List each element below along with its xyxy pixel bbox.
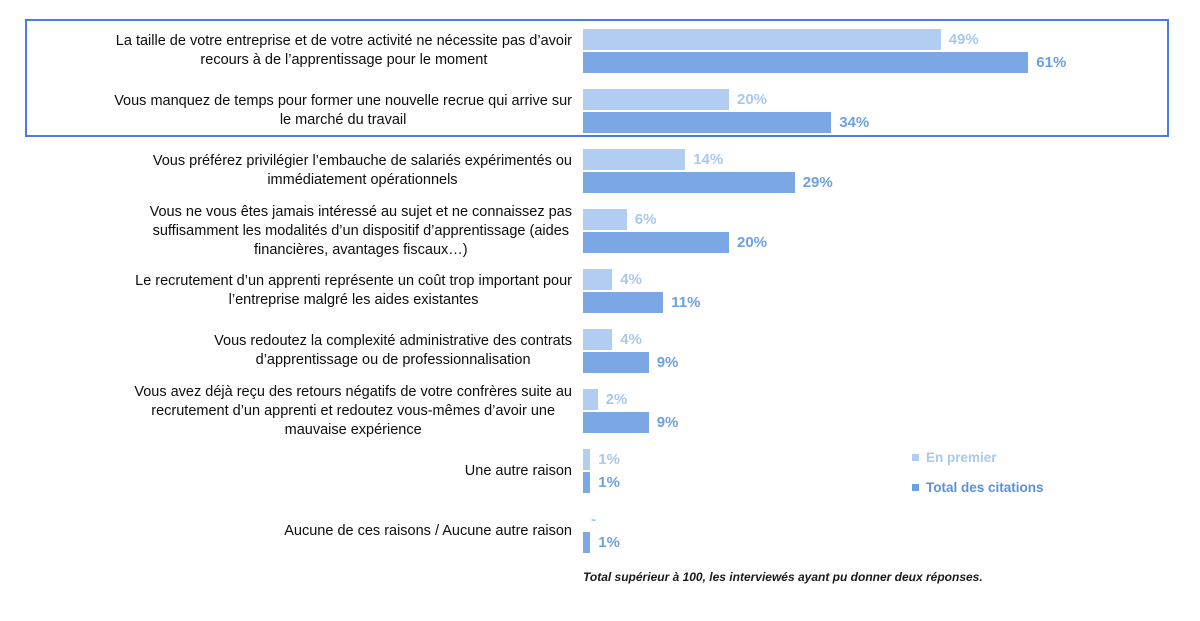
value-label-en-premier: - [591, 511, 596, 528]
chart-row: Aucune de ces raisons / Aucune autre rai… [0, 501, 1200, 561]
value-label-total: 34% [839, 114, 870, 131]
bar-total-citations [583, 472, 591, 493]
value-label-total: 9% [656, 414, 679, 431]
category-label: Vous avez déjà reçu des retours négatifs… [134, 383, 572, 438]
value-label-en-premier: 6% [634, 211, 657, 228]
bar-total-citations [583, 352, 649, 373]
bar-en-premier [583, 89, 729, 110]
chart-row: Le recrutement d’un apprenti représente … [0, 261, 1200, 321]
legend-item-total-citations: Total des citations [912, 476, 1044, 498]
chart-row: Vous préférez privilégier l’embauche de … [0, 141, 1200, 201]
category-label: Le recrutement d’un apprenti représente … [135, 273, 572, 308]
value-label-total: 1% [598, 534, 620, 551]
bar-en-premier [583, 29, 941, 50]
footnote: Total supérieur à 100, les interviewés a… [583, 570, 983, 584]
bar-en-premier [583, 269, 613, 290]
category-label: Vous manquez de temps pour former une no… [114, 93, 572, 128]
legend-swatch-icon [912, 483, 919, 491]
bar-total-citations [583, 52, 1029, 73]
bar-total-citations [583, 292, 664, 313]
value-label-en-premier: 1% [598, 451, 620, 468]
legend-swatch-icon [912, 453, 919, 461]
bar-total-citations [583, 112, 832, 133]
bar-en-premier [583, 149, 686, 170]
bar-total-citations [583, 532, 591, 553]
value-label-total: 11% [671, 294, 701, 311]
chart-row: La taille de votre entreprise et de votr… [0, 21, 1200, 81]
legend-label: Total des citations [926, 479, 1044, 495]
legend-label: En premier [926, 449, 997, 465]
category-label: Vous préférez privilégier l’embauche de … [152, 153, 572, 188]
category-label: La taille de votre entreprise et de votr… [115, 33, 572, 68]
value-label-en-premier: 2% [605, 391, 628, 408]
category-label: Aucune de ces raisons / Aucune autre rai… [284, 522, 572, 539]
value-label-total: 20% [737, 234, 768, 251]
legend-item-en-premier: En premier [912, 446, 1044, 468]
chart-row: Une autre raison 1% 1% [0, 441, 1200, 501]
bar-total-citations [583, 412, 649, 433]
bar-en-premier [583, 449, 591, 470]
value-label-total: 1% [598, 474, 620, 491]
legend: En premier Total des citations [912, 446, 1044, 498]
value-label-total: 29% [802, 174, 833, 191]
value-label-en-premier: 20% [737, 91, 768, 108]
category-label: Vous ne vous êtes jamais intéressé au su… [149, 203, 572, 258]
chart-row: Vous redoutez la complexité administrati… [0, 321, 1200, 381]
value-label-en-premier: 4% [620, 331, 642, 348]
chart-rows: La taille de votre entreprise et de votr… [0, 21, 1200, 561]
value-label-en-premier: 49% [948, 31, 979, 48]
chart-row: Vous avez déjà reçu des retours négatifs… [0, 381, 1200, 441]
value-label-en-premier: 4% [620, 271, 642, 288]
category-label: Vous redoutez la complexité administrati… [214, 333, 572, 368]
chart-row: Vous ne vous êtes jamais intéressé au su… [0, 201, 1200, 261]
value-label-total: 9% [656, 354, 679, 371]
bar-total-citations [583, 172, 795, 193]
bar-en-premier [583, 389, 598, 410]
bar-total-citations [583, 232, 729, 253]
value-label-en-premier: 14% [693, 151, 724, 168]
category-label: Une autre raison [464, 462, 572, 479]
bar-en-premier [583, 209, 627, 230]
bar-en-premier [583, 329, 613, 350]
value-label-total: 61% [1036, 54, 1067, 71]
chart-row: Vous manquez de temps pour former une no… [0, 81, 1200, 141]
